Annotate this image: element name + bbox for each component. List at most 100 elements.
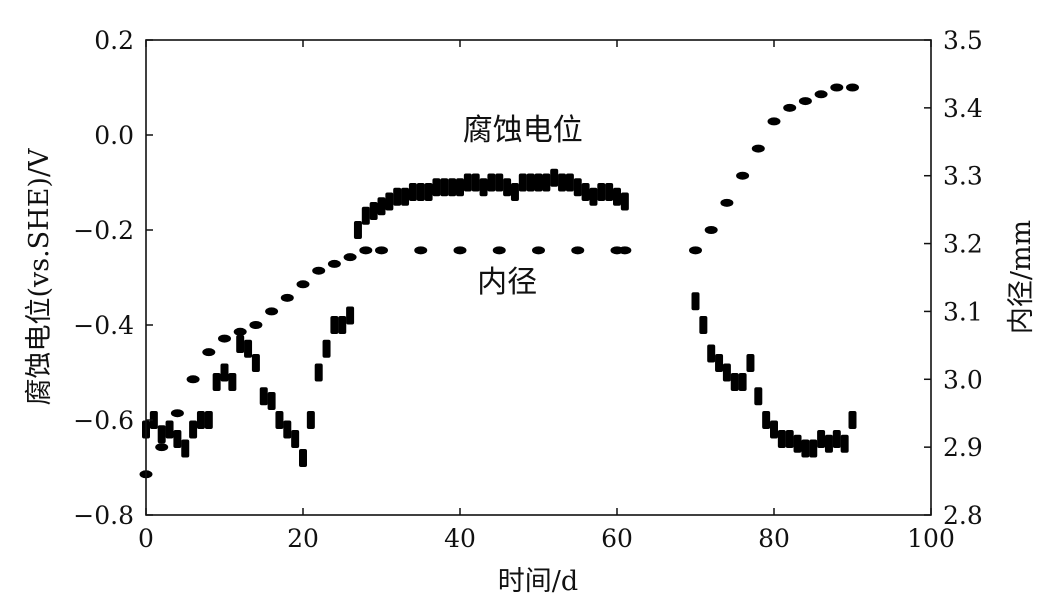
- data-point-potential: [267, 392, 276, 410]
- data-point-potential: [338, 316, 347, 334]
- data-point-potential: [762, 411, 771, 429]
- data-point-potential: [550, 168, 559, 187]
- data-point-potential: [565, 173, 574, 192]
- data-point-potential: [393, 187, 402, 206]
- y-axis-title: 腐蚀电位(vs.SHE)/V: [24, 148, 55, 406]
- data-point-potential: [471, 173, 480, 192]
- data-point-diameter: [532, 246, 545, 255]
- data-point-potential: [416, 183, 425, 201]
- data-point-potential: [369, 202, 378, 220]
- data-point-potential: [283, 420, 292, 439]
- annotation-inner-diameter: 内径: [477, 265, 537, 300]
- data-point-diameter: [798, 97, 812, 106]
- data-point-potential: [291, 430, 300, 448]
- data-point-potential: [424, 183, 433, 201]
- data-point-potential: [620, 192, 629, 211]
- data-point-diameter: [767, 117, 781, 126]
- data-point-potential: [361, 206, 370, 225]
- data-point-diameter: [218, 334, 231, 343]
- y2-tick-label: 3.5: [943, 26, 983, 55]
- data-point-potential: [440, 178, 449, 197]
- data-point-potential: [793, 434, 802, 453]
- tick-labels: 0 20 40 60 80 100 0.2 0.0 −0.2 −0.4 −0.6 −0.8 3.5 3.4…: [73, 26, 982, 553]
- data-point-potential: [189, 420, 198, 439]
- y2-axis-title: 内径/mm: [1006, 220, 1037, 334]
- data-point-diameter: [571, 246, 585, 255]
- data-point-potential: [848, 411, 857, 429]
- data-point-potential: [377, 197, 386, 216]
- data-point-potential: [322, 339, 331, 358]
- x-tick-label: 80: [758, 524, 790, 553]
- data-point-diameter: [453, 246, 467, 255]
- data-point-diameter: [186, 375, 200, 384]
- y2-tick-label: 3.1: [943, 297, 983, 326]
- data-point-diameter: [689, 246, 702, 255]
- data-point-potential: [526, 173, 535, 192]
- y-tick-label: −0.4: [73, 311, 134, 340]
- data-point-potential: [251, 354, 260, 372]
- x-tick-label: 60: [601, 524, 633, 553]
- data-point-potential: [463, 173, 472, 192]
- annotation-corrosion-potential: 腐蚀电位: [463, 113, 583, 148]
- data-point-potential: [330, 316, 339, 334]
- data-point-potential: [385, 192, 394, 211]
- y-tick-label: 0.2: [94, 26, 134, 55]
- data-point-potential: [204, 411, 213, 429]
- data-point-potential: [196, 411, 205, 429]
- data-point-diameter: [296, 280, 310, 289]
- data-point-potential: [518, 173, 527, 192]
- data-point-potential: [432, 178, 441, 197]
- data-point-potential: [770, 420, 778, 439]
- data-point-potential: [840, 434, 849, 453]
- data-point-diameter: [492, 246, 506, 255]
- data-point-potential: [212, 373, 221, 391]
- data-point-potential: [699, 316, 708, 334]
- data-point-potential: [832, 430, 841, 448]
- data-point-potential: [817, 430, 826, 448]
- data-point-potential: [173, 430, 182, 448]
- data-point-diameter: [233, 327, 247, 336]
- data-point-potential: [408, 183, 417, 201]
- x-tick-label: 0: [138, 524, 154, 553]
- data-point-potential: [479, 178, 488, 197]
- data-point-diameter: [846, 83, 859, 92]
- y2-tick-label: 3.4: [943, 94, 983, 123]
- data-point-potential: [738, 373, 747, 391]
- data-point-potential: [353, 221, 362, 239]
- data-point-potential: [314, 363, 323, 382]
- data-point-potential: [715, 354, 724, 372]
- data-point-potential: [149, 411, 158, 429]
- data-point-diameter: [414, 246, 428, 255]
- data-point-potential: [534, 173, 543, 192]
- x-tick-label: 20: [287, 524, 319, 553]
- data-point-diameter: [155, 443, 169, 452]
- data-point-potential: [542, 173, 551, 192]
- y-tick-label: 0.0: [94, 121, 134, 150]
- data-point-potential: [558, 173, 567, 192]
- y2-tick-label: 3.2: [943, 230, 983, 259]
- data-point-diameter: [359, 246, 373, 255]
- y2-tick-label: 3.3: [943, 162, 983, 191]
- data-point-diameter: [265, 307, 279, 316]
- data-point-potential: [275, 411, 284, 429]
- data-point-diameter: [280, 293, 294, 302]
- data-point-potential: [581, 183, 590, 201]
- data-point-diameter: [736, 171, 750, 180]
- data-point-diameter: [704, 226, 718, 234]
- data-point-potential: [722, 363, 731, 382]
- series-corrosion-potential: [142, 168, 857, 467]
- data-point-potential: [510, 183, 519, 201]
- y2-tick-label: 2.8: [943, 501, 983, 530]
- data-point-potential: [605, 183, 614, 201]
- y-tick-label: −0.6: [73, 406, 134, 435]
- data-point-diameter: [170, 409, 184, 418]
- y-tick-label: −0.2: [73, 216, 134, 245]
- data-point-diameter: [327, 259, 341, 268]
- data-point-diameter: [751, 144, 765, 153]
- data-point-diameter: [312, 266, 326, 275]
- data-point-potential: [801, 439, 810, 458]
- data-point-diameter: [202, 348, 216, 357]
